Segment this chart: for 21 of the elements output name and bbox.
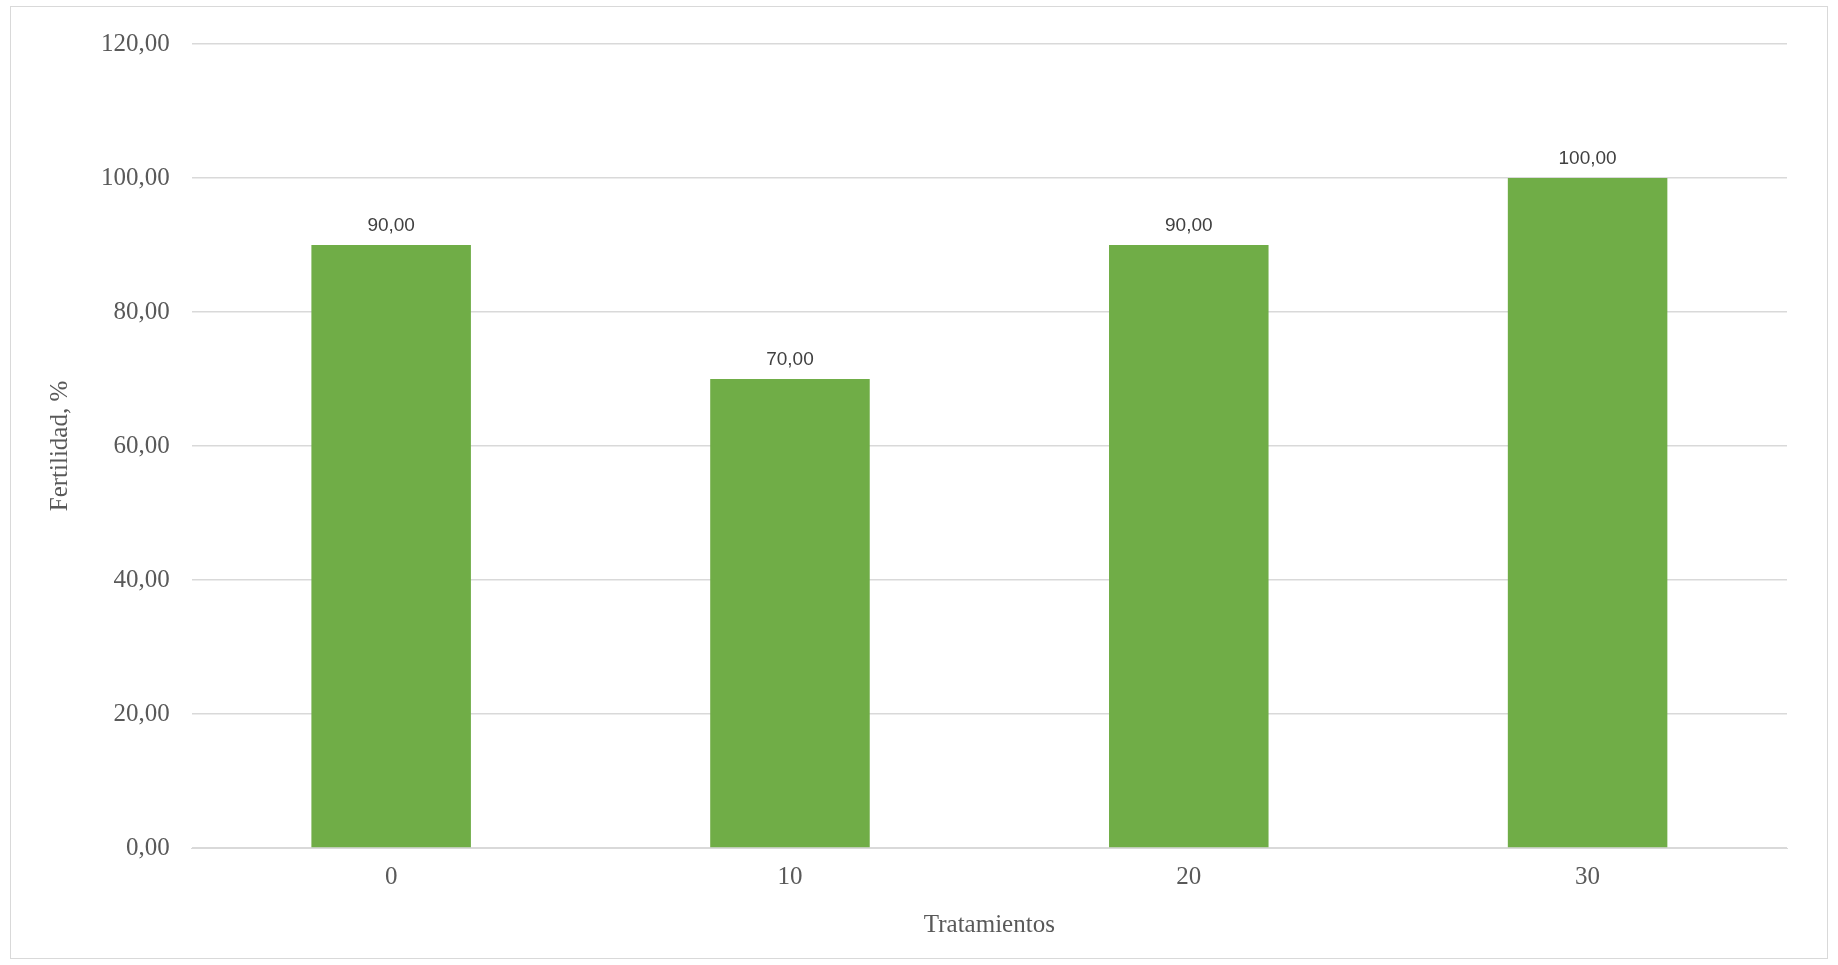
y-tick-label: 60,00 — [113, 430, 170, 458]
x-tick-label: 30 — [1575, 861, 1601, 889]
data-label: 90,00 — [367, 213, 415, 235]
y-axis-title: Fertilidad, % — [44, 380, 72, 512]
y-tick-label: 20,00 — [113, 698, 170, 726]
data-label: 70,00 — [766, 347, 814, 369]
bar — [311, 245, 471, 848]
y-tick-label: 0,00 — [126, 832, 170, 860]
y-tick-label: 80,00 — [113, 296, 170, 324]
x-axis-title: Tratamientos — [923, 909, 1055, 937]
data-label: 100,00 — [1558, 146, 1617, 168]
x-tick-label: 10 — [777, 861, 803, 889]
x-tick-label: 0 — [384, 861, 398, 889]
y-tick-label: 120,00 — [101, 28, 170, 56]
bar — [1109, 245, 1269, 848]
data-label: 90,00 — [1165, 213, 1213, 235]
x-tick-label: 20 — [1176, 861, 1202, 889]
y-tick-label: 40,00 — [113, 564, 170, 592]
y-tick-label: 100,00 — [101, 162, 170, 190]
bar — [1507, 178, 1668, 848]
bar — [710, 379, 870, 848]
